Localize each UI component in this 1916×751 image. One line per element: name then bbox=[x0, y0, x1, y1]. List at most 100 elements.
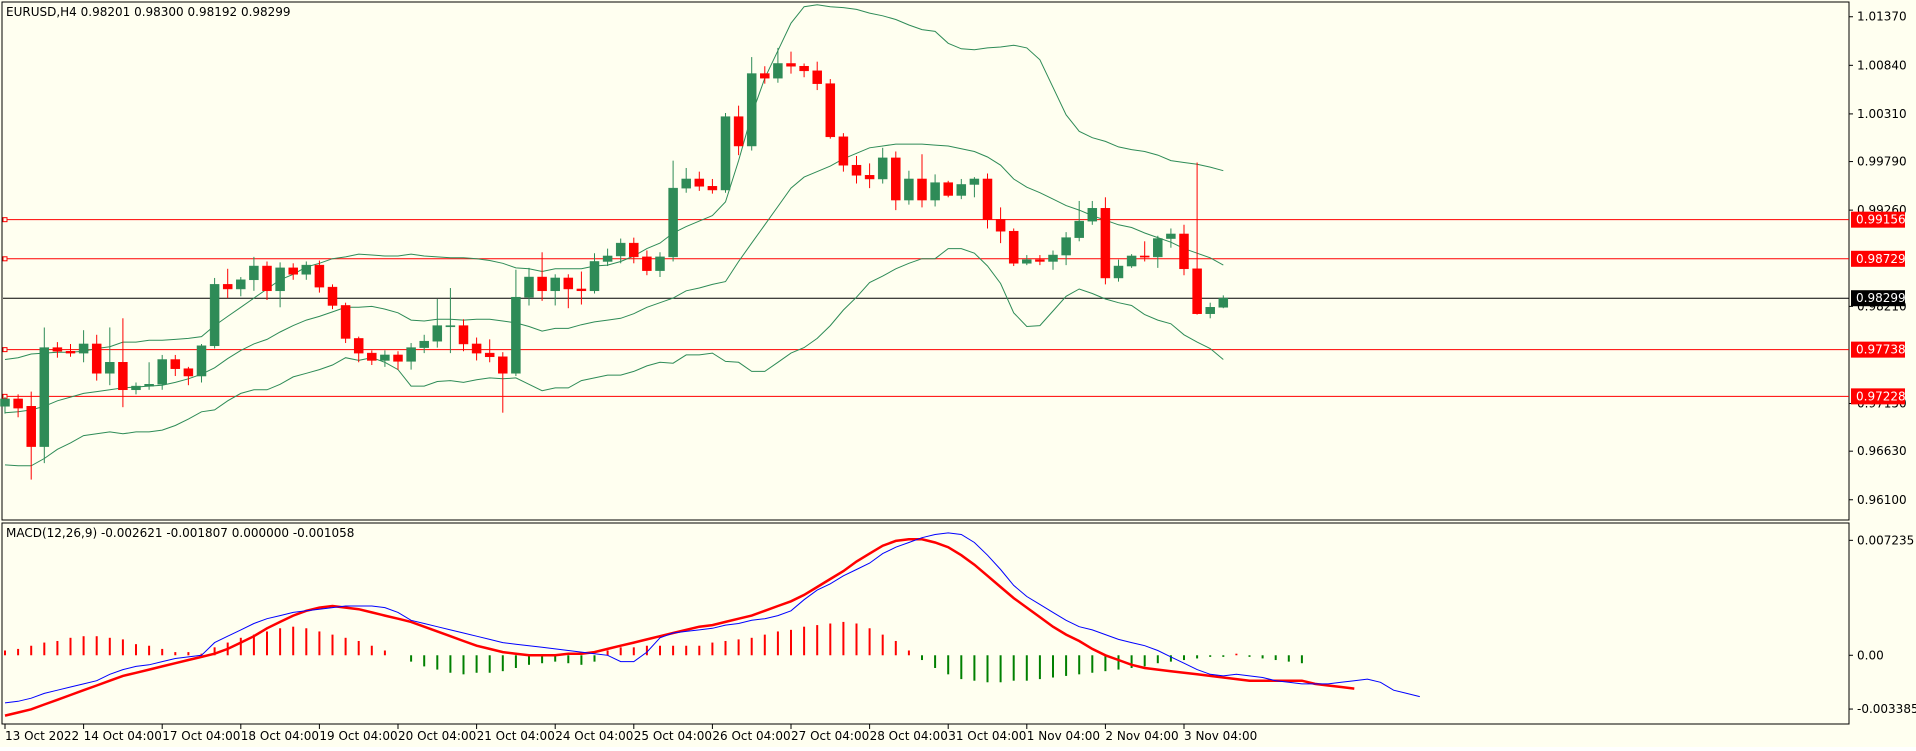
bull-candle bbox=[524, 276, 534, 298]
bear-candle bbox=[262, 265, 272, 292]
level-price-tag-label: 0.99156 bbox=[1856, 213, 1906, 227]
bear-candle bbox=[26, 406, 36, 447]
macd-info-label: MACD(12,26,9) -0.002621 -0.001807 0.0000… bbox=[6, 526, 354, 540]
bear-candle bbox=[629, 242, 639, 258]
time-axis-label: 14 Oct 04:00 bbox=[84, 729, 162, 743]
bull-candle bbox=[1087, 208, 1098, 222]
bull-candle bbox=[681, 178, 691, 189]
bear-candle bbox=[642, 256, 652, 271]
bull-candle bbox=[39, 347, 50, 447]
level-price-tag bbox=[1851, 211, 1905, 228]
level-price-tag-label: 0.98729 bbox=[1856, 252, 1906, 266]
price-axis-label: 1.01370 bbox=[1857, 10, 1907, 24]
bear-candle bbox=[576, 288, 587, 292]
bear-candle bbox=[1139, 255, 1150, 258]
bull-candle bbox=[196, 345, 207, 377]
bear-candle bbox=[52, 347, 63, 352]
bear-candle bbox=[1008, 230, 1019, 264]
bull-candle bbox=[1061, 237, 1071, 256]
horizontal-levels bbox=[2, 217, 1849, 399]
bull-candle bbox=[511, 296, 521, 374]
price-axis-label: 1.00310 bbox=[1857, 107, 1907, 121]
bull-candle bbox=[1205, 307, 1215, 314]
macd-panel-frame[interactable] bbox=[1, 522, 1850, 725]
price-axis: 1.013701.008401.003100.997900.992600.982… bbox=[1849, 10, 1907, 507]
time-axis-label: 1 Nov 04:00 bbox=[1027, 729, 1100, 743]
price-panel-frame[interactable] bbox=[1, 1, 1850, 521]
bull-candle bbox=[904, 178, 914, 201]
bull-candle bbox=[1153, 238, 1163, 258]
bear-candle bbox=[314, 264, 325, 288]
bull-candle bbox=[1074, 220, 1084, 238]
bear-candle bbox=[288, 267, 298, 275]
macd-axis: 0.007235 0.00 -0.003385 bbox=[1849, 533, 1916, 716]
bear-candle bbox=[786, 63, 796, 67]
bear-candle bbox=[183, 368, 194, 377]
bear-candle bbox=[484, 352, 495, 358]
bull-candle bbox=[550, 277, 560, 292]
bull-candle bbox=[589, 261, 600, 292]
bull-candle bbox=[969, 178, 980, 185]
bear-candle bbox=[498, 356, 508, 374]
bear-candle bbox=[1192, 268, 1202, 314]
bear-candle bbox=[170, 359, 181, 369]
time-axis: 13 Oct 2022 14 Oct 04:00 17 Oct 04:00 18 Oc… bbox=[4, 724, 1257, 743]
bull-candle bbox=[930, 182, 940, 201]
bull-candle bbox=[301, 264, 312, 275]
time-axis-label: 18 Oct 04:00 bbox=[241, 729, 319, 743]
bull-candle bbox=[668, 187, 678, 258]
bull-candle bbox=[236, 279, 246, 290]
bear-candle bbox=[917, 178, 927, 201]
level-price-tag bbox=[1851, 341, 1905, 358]
bull-candle bbox=[602, 255, 613, 262]
bear-candle bbox=[471, 343, 482, 354]
bear-candle bbox=[367, 352, 377, 361]
bull-candle bbox=[746, 73, 757, 147]
bear-candle bbox=[812, 70, 822, 84]
current-price-tag bbox=[1851, 290, 1905, 307]
bear-candle bbox=[65, 351, 76, 354]
price-axis-label: 1.00840 bbox=[1857, 58, 1907, 72]
bull-candle bbox=[105, 362, 115, 374]
bear-candle bbox=[982, 178, 993, 220]
bull-candle bbox=[720, 116, 731, 191]
bear-candle bbox=[327, 286, 338, 306]
price-axis-label: 0.96630 bbox=[1857, 444, 1907, 458]
bear-candle bbox=[864, 175, 875, 180]
symbol-info-label: EURUSD,H4 0.98201 0.98300 0.98192 0.9829… bbox=[6, 5, 291, 19]
bull-candle bbox=[1048, 254, 1058, 262]
current-price-tag-label: 0.98299 bbox=[1856, 291, 1906, 305]
bear-candle bbox=[13, 398, 23, 409]
time-axis-label: 19 Oct 04:00 bbox=[319, 729, 397, 743]
level-line-handle bbox=[2, 256, 8, 262]
bull-candle bbox=[78, 343, 89, 354]
level-line-handle bbox=[2, 347, 8, 353]
price-axis-label: 0.96100 bbox=[1857, 493, 1907, 507]
bull-candle bbox=[419, 340, 429, 348]
bull-candle bbox=[0, 398, 10, 407]
bull-candle bbox=[275, 267, 285, 292]
bull-candle bbox=[1022, 259, 1032, 264]
macd-main-line bbox=[4, 532, 1420, 704]
time-axis-label: 24 Oct 04:00 bbox=[555, 729, 633, 743]
bull-candle bbox=[1113, 265, 1124, 279]
bull-candle bbox=[1218, 297, 1229, 308]
bull-candle bbox=[877, 157, 888, 180]
time-axis-label: 3 Nov 04:00 bbox=[1184, 729, 1257, 743]
bear-candle bbox=[91, 343, 102, 374]
time-axis-label: 21 Oct 04:00 bbox=[477, 729, 555, 743]
time-axis-label: 25 Oct 04:00 bbox=[634, 729, 712, 743]
bear-candle bbox=[537, 276, 547, 292]
bollinger-middle-line bbox=[4, 143, 1224, 414]
candlestick-series bbox=[0, 47, 1229, 480]
macd-axis-label: 0.007235 bbox=[1857, 533, 1914, 547]
time-axis-label: 26 Oct 04:00 bbox=[712, 729, 790, 743]
bear-candle bbox=[694, 178, 705, 187]
bollinger-bands bbox=[4, 4, 1224, 467]
time-axis-label: 17 Oct 04:00 bbox=[162, 729, 240, 743]
bear-candle bbox=[222, 284, 233, 290]
level-line-handle bbox=[2, 217, 8, 223]
bollinger-upper-line bbox=[4, 4, 1224, 360]
